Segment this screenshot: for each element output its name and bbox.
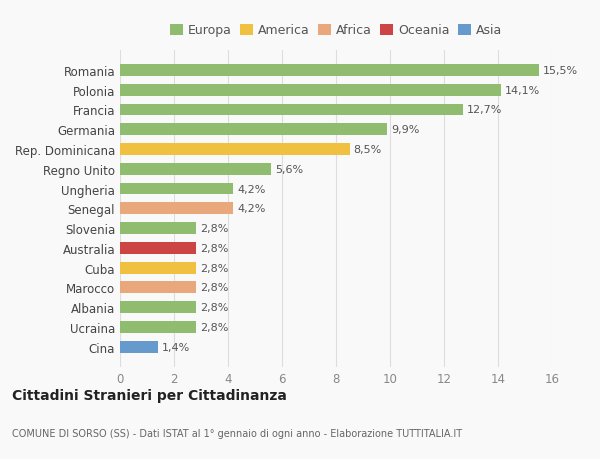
Text: 15,5%: 15,5% [542, 66, 578, 76]
Text: 2,8%: 2,8% [200, 263, 228, 273]
Text: 5,6%: 5,6% [275, 164, 304, 174]
Bar [120, 282, 196, 294]
Bar [120, 124, 388, 136]
Bar [120, 321, 196, 333]
Bar [120, 65, 539, 77]
Text: 2,8%: 2,8% [200, 224, 228, 234]
Text: 2,8%: 2,8% [200, 322, 228, 332]
Text: Cittadini Stranieri per Cittadinanza: Cittadini Stranieri per Cittadinanza [12, 388, 287, 403]
Text: 9,9%: 9,9% [391, 125, 420, 135]
Bar [120, 242, 196, 254]
Text: 2,8%: 2,8% [200, 243, 228, 253]
Text: 2,8%: 2,8% [200, 302, 228, 313]
Bar [120, 341, 158, 353]
Text: 4,2%: 4,2% [238, 184, 266, 194]
Text: 2,8%: 2,8% [200, 283, 228, 293]
Text: 4,2%: 4,2% [238, 204, 266, 214]
Bar [120, 84, 500, 96]
Text: 8,5%: 8,5% [353, 145, 382, 155]
Text: 14,1%: 14,1% [505, 85, 540, 95]
Bar [120, 302, 196, 313]
Bar [120, 144, 349, 156]
Bar [120, 163, 271, 175]
Bar [120, 223, 196, 235]
Legend: Europa, America, Africa, Oceania, Asia: Europa, America, Africa, Oceania, Asia [167, 22, 505, 40]
Text: 1,4%: 1,4% [162, 342, 190, 352]
Bar [120, 183, 233, 195]
Text: COMUNE DI SORSO (SS) - Dati ISTAT al 1° gennaio di ogni anno - Elaborazione TUTT: COMUNE DI SORSO (SS) - Dati ISTAT al 1° … [12, 428, 462, 438]
Bar [120, 104, 463, 116]
Bar [120, 203, 233, 215]
Text: 12,7%: 12,7% [467, 105, 502, 115]
Bar [120, 262, 196, 274]
